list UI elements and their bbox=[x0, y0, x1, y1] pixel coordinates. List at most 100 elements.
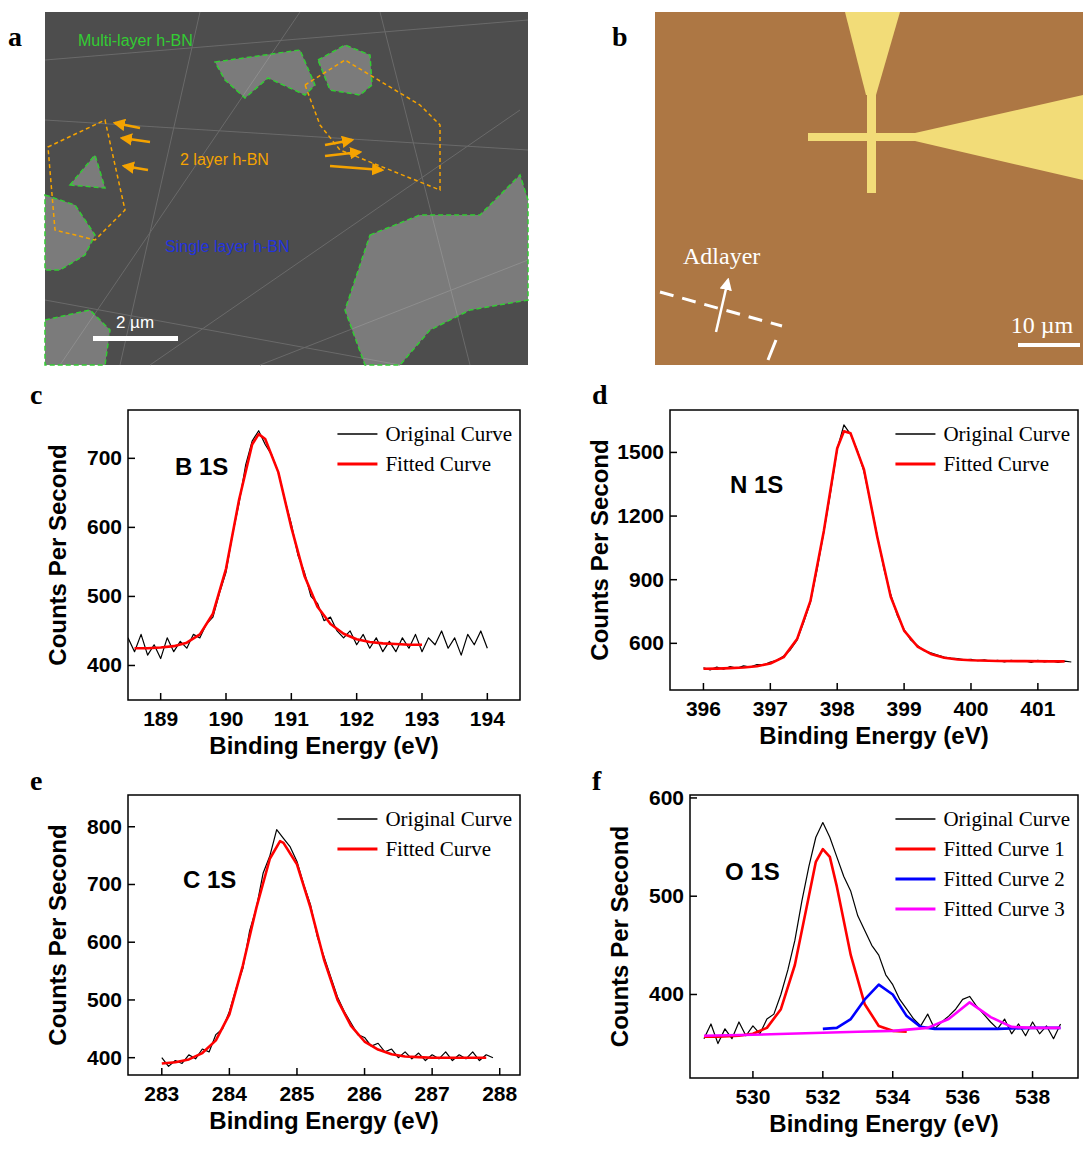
sem-image: Multi-layer h-BN2 layer h-BNSingle layer… bbox=[45, 12, 528, 365]
series-line bbox=[704, 1002, 1061, 1035]
arrow bbox=[716, 280, 728, 332]
x-tick bbox=[1032, 1071, 1034, 1078]
x-tick-label: 285 bbox=[279, 1082, 314, 1105]
scale-bar-label: 2 µm bbox=[116, 313, 154, 332]
y-tick-label: 500 bbox=[649, 884, 684, 907]
optical-background bbox=[655, 12, 1083, 365]
y-tick bbox=[128, 999, 135, 1001]
y-tick bbox=[690, 994, 697, 996]
arrow bbox=[325, 152, 360, 156]
legend-swatch bbox=[337, 848, 377, 851]
x-tick bbox=[161, 1068, 163, 1075]
legend: Original CurveFitted Curve bbox=[337, 807, 512, 861]
x-tick bbox=[970, 683, 972, 690]
x-tick bbox=[356, 693, 358, 700]
y-tick-label: 600 bbox=[87, 515, 122, 538]
legend-swatch bbox=[895, 433, 935, 435]
multilayer-outline bbox=[70, 155, 105, 188]
series-line bbox=[135, 434, 422, 648]
arrow bbox=[124, 166, 148, 170]
arrow bbox=[115, 123, 140, 128]
series-line bbox=[704, 849, 907, 1037]
multilayer-outline bbox=[215, 50, 315, 98]
scale-bar-label: 10 µm bbox=[1011, 312, 1074, 338]
legend-swatch bbox=[895, 908, 935, 911]
x-tick-label: 534 bbox=[875, 1085, 910, 1108]
legend-label: Original Curve bbox=[943, 422, 1070, 446]
y-tick-label: 900 bbox=[629, 568, 664, 591]
scale-bar bbox=[1018, 343, 1080, 347]
scale-bar bbox=[93, 336, 178, 341]
x-tick-label: 284 bbox=[212, 1082, 247, 1105]
x-tick-label: 397 bbox=[753, 697, 788, 720]
panel-letter: c bbox=[30, 379, 42, 410]
arrow bbox=[330, 166, 382, 170]
y-tick bbox=[128, 1057, 135, 1059]
x-tick-label: 399 bbox=[887, 697, 922, 720]
y-tick-label: 600 bbox=[629, 631, 664, 654]
x-tick bbox=[703, 683, 705, 690]
x-tick-label: 538 bbox=[1015, 1085, 1050, 1108]
x-tick bbox=[770, 683, 772, 690]
x-tick-label: 398 bbox=[820, 697, 855, 720]
x-tick-label: 286 bbox=[347, 1082, 382, 1105]
series-line bbox=[162, 841, 486, 1063]
x-tick bbox=[421, 693, 423, 700]
x-tick bbox=[296, 1068, 298, 1075]
x-axis-title: Binding Energy (eV) bbox=[209, 732, 438, 759]
x-tick-label: 530 bbox=[735, 1085, 770, 1108]
annotation: O 1S bbox=[725, 858, 780, 885]
plot-area bbox=[162, 830, 493, 1067]
electrode bbox=[845, 12, 900, 95]
legend-label: Original Curve bbox=[943, 807, 1070, 831]
panel-letter: a bbox=[8, 21, 22, 52]
y-tick-label: 700 bbox=[87, 446, 122, 469]
x-tick-label: 190 bbox=[208, 707, 243, 730]
x-axis-title: Binding Energy (eV) bbox=[209, 1107, 438, 1134]
annotation: B 1S bbox=[175, 453, 228, 480]
legend-label: Fitted Curve 3 bbox=[943, 897, 1064, 921]
multilayer-outline bbox=[318, 45, 372, 95]
series-line bbox=[703, 425, 1071, 670]
chart: f530532534536538400500600Binding Energy … bbox=[592, 765, 1078, 1137]
y-tick-label: 400 bbox=[87, 1046, 122, 1069]
electrode bbox=[808, 133, 930, 141]
legend-label: Fitted Curve bbox=[385, 452, 491, 476]
x-tick-label: 193 bbox=[404, 707, 439, 730]
x-tick bbox=[160, 693, 162, 700]
electrode bbox=[915, 95, 1083, 180]
legend-swatch bbox=[895, 818, 935, 820]
optical-image: Adlayer 10 µm bbox=[655, 12, 1083, 365]
panel-letter: f bbox=[592, 765, 602, 796]
y-tick bbox=[128, 527, 135, 529]
plot-frame bbox=[128, 410, 520, 700]
annotation: N 1S bbox=[730, 471, 783, 498]
adlayer-edge bbox=[768, 340, 776, 360]
x-tick bbox=[487, 693, 489, 700]
panel-letter: d bbox=[592, 379, 608, 410]
chart: d39639739839940040160090012001500Binding… bbox=[586, 379, 1078, 749]
x-tick bbox=[752, 1071, 754, 1078]
y-tick-label: 500 bbox=[87, 988, 122, 1011]
y-tick-label: 600 bbox=[87, 930, 122, 953]
y-tick-label: 400 bbox=[87, 653, 122, 676]
y-tick bbox=[670, 643, 677, 645]
y-tick bbox=[128, 884, 135, 886]
sem-background bbox=[45, 12, 528, 365]
x-tick bbox=[364, 1068, 366, 1075]
y-axis-title: Counts Per Second bbox=[586, 439, 613, 660]
region-label: Adlayer bbox=[683, 243, 760, 269]
series-line bbox=[162, 830, 493, 1067]
legend-swatch bbox=[895, 848, 935, 851]
x-tick bbox=[229, 1068, 231, 1075]
legend-swatch bbox=[337, 463, 377, 466]
wrinkle bbox=[45, 120, 528, 150]
x-tick-label: 194 bbox=[470, 707, 505, 730]
y-tick-label: 400 bbox=[649, 982, 684, 1005]
y-axis-title: Counts Per Second bbox=[44, 444, 71, 665]
panel-letter: b bbox=[612, 21, 628, 52]
legend-label: Fitted Curve bbox=[943, 452, 1049, 476]
y-axis-title: Counts Per Second bbox=[44, 824, 71, 1045]
legend: Original CurveFitted Curve bbox=[337, 422, 512, 476]
x-tick bbox=[431, 1068, 433, 1075]
